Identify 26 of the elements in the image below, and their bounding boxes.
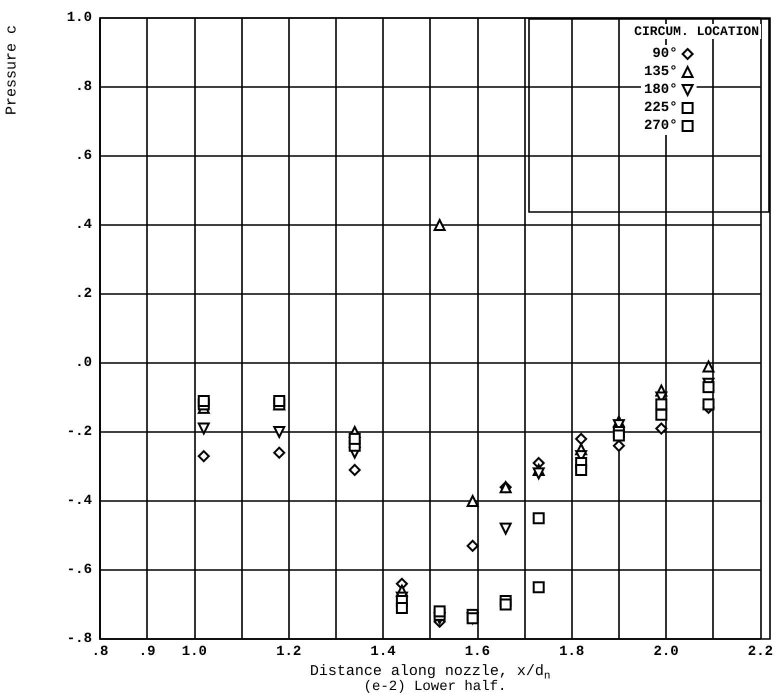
x-tick-label: 1.8 bbox=[559, 644, 584, 660]
y-tick-label: .6 bbox=[75, 148, 92, 164]
x-tick-label: 1.2 bbox=[276, 644, 302, 660]
y-tick-label: -.4 bbox=[66, 493, 92, 509]
legend-label: 135° bbox=[644, 64, 678, 80]
y-tick-label: -.2 bbox=[66, 424, 92, 440]
legend-label: 90° bbox=[652, 46, 678, 62]
y-tick-label: -.6 bbox=[66, 562, 92, 578]
y-tick-label: -.8 bbox=[66, 631, 92, 647]
x-tick-label: .8 bbox=[92, 644, 108, 660]
legend-label: 270° bbox=[644, 118, 678, 134]
x-tick-label: 2.2 bbox=[748, 644, 774, 660]
x-tick-label: 2.0 bbox=[653, 644, 679, 660]
x-tick-label: .9 bbox=[138, 644, 156, 660]
y-tick-label: .0 bbox=[75, 355, 92, 371]
x-tick-label: 1.4 bbox=[370, 644, 396, 660]
y-tick-label: .4 bbox=[75, 217, 92, 233]
y-tick-label: .8 bbox=[75, 79, 92, 95]
legend-title: CIRCUM. LOCATION bbox=[634, 24, 759, 39]
x-tick-label: 1.0 bbox=[182, 644, 207, 660]
legend-label: 180° bbox=[644, 82, 678, 98]
y-tick-label: 1.0 bbox=[66, 10, 92, 26]
legend-label: 225° bbox=[644, 100, 678, 116]
x-tick-label: 1.6 bbox=[464, 644, 490, 660]
y-axis-title: Pressure c bbox=[4, 24, 20, 116]
y-tick-label: .2 bbox=[75, 286, 92, 302]
